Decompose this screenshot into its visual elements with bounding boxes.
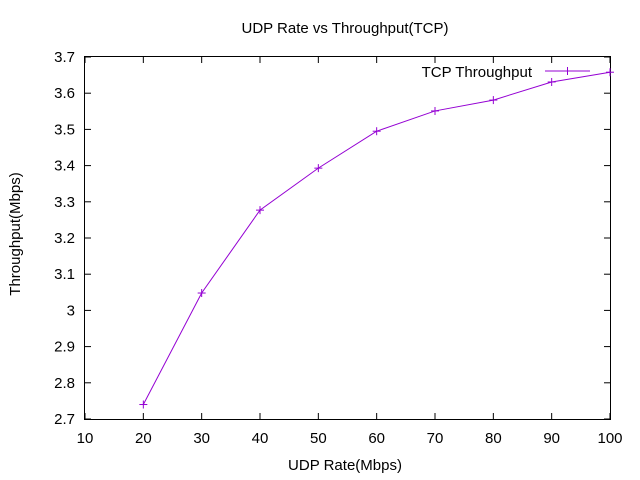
data-point-marker [606,68,614,77]
data-point-marker [139,400,148,409]
y-tick-label: 2.8 [54,375,75,392]
x-tick-label: 70 [427,430,444,447]
y-tick-label: 3.5 [54,121,75,138]
x-tick-label: 30 [193,430,210,447]
y-tick-label: 3.1 [54,266,75,283]
y-axis-ticks: 2.7 2.8 2.9 3 3.1 3.2 3.3 3.4 3.5 3.6 3.7 [54,49,610,428]
x-tick-label: 10 [77,430,94,447]
x-tick-label: 90 [543,430,560,447]
y-axis-label: Throughput(Mbps) [7,172,24,295]
y-tick-label: 3.2 [54,230,75,247]
x-tick-label: 20 [135,430,152,447]
y-tick-label: 2.7 [54,411,75,428]
y-tick-label: 3.7 [54,49,75,66]
series-tcp-throughput [139,68,614,409]
legend: TCP Throughput [422,64,590,81]
data-point-marker [431,106,439,115]
y-tick-label: 3 [67,302,75,319]
series-line [142,71,611,405]
data-point-marker [547,77,556,86]
x-tick-label: 80 [485,430,502,447]
data-point-marker [372,127,381,136]
chart-title: UDP Rate vs Throughput(TCP) [241,20,448,37]
y-tick-label: 3.3 [54,194,75,211]
y-tick-label: 3.4 [54,158,75,175]
legend-marker-plus [563,67,572,75]
legend-label: TCP Throughput [422,64,533,81]
x-axis-ticks: 10 20 30 40 50 60 70 80 90 100 [77,57,623,447]
data-point-marker [256,206,264,215]
y-tick-label: 3.6 [54,85,75,102]
x-axis-label: UDP Rate(Mbps) [288,457,402,474]
data-point-marker [489,96,498,105]
data-point-marker [197,289,206,298]
y-tick-label: 2.9 [54,339,75,356]
x-tick-label: 100 [597,430,622,447]
x-tick-label: 50 [310,430,327,447]
plot-area-frame [84,56,611,420]
data-point-marker [314,164,323,173]
x-tick-label: 40 [252,430,269,447]
x-tick-label: 60 [368,430,385,447]
